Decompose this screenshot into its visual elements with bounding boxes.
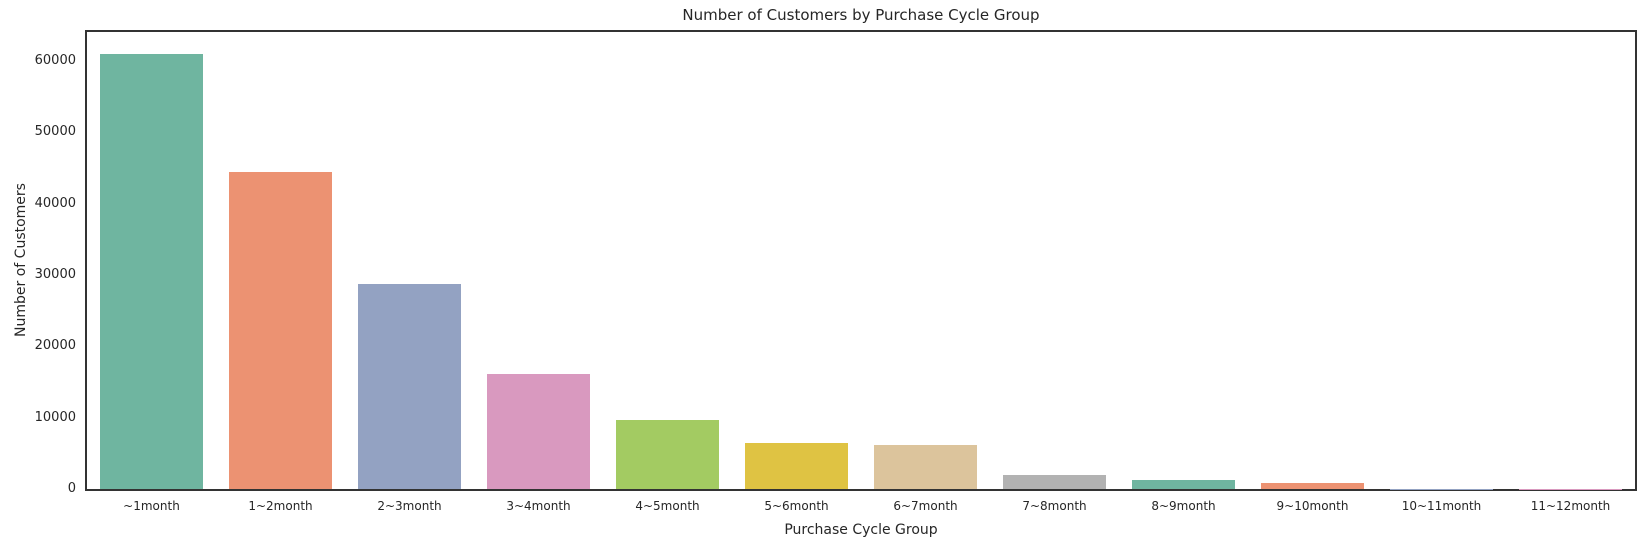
y-tick-label-60000: 60000 [34, 52, 76, 68]
chart-title: Number of Customers by Purchase Cycle Gr… [682, 6, 1040, 24]
x-tick-label-9~10month: 9~10month [1276, 499, 1349, 513]
y-tick-label-30000: 30000 [34, 266, 76, 282]
x-axis-label: Purchase Cycle Group [784, 522, 938, 538]
bar-2~3month [357, 284, 462, 489]
bar-3~4month [486, 374, 591, 489]
x-tick-label-3~4month: 3~4month [506, 499, 571, 513]
plot-area [85, 30, 1637, 491]
x-tick-label-~1month: ~1month [123, 499, 180, 513]
bar-~1month [99, 53, 204, 489]
x-tick-label-4~5month: 4~5month [635, 499, 700, 513]
x-tick-label-11~12month: 11~12month [1530, 499, 1611, 513]
y-tick-label-50000: 50000 [34, 124, 76, 140]
bar-6~7month [873, 444, 978, 489]
bar-1~2month [228, 171, 333, 489]
x-tick-label-5~6month: 5~6month [764, 499, 829, 513]
y-tick-label-20000: 20000 [34, 338, 76, 354]
x-tick-label-2~3month: 2~3month [377, 499, 442, 513]
bar-7~8month [1002, 475, 1107, 489]
y-tick-label-10000: 10000 [34, 409, 76, 425]
y-tick-label-40000: 40000 [34, 195, 76, 211]
y-tick-label-0: 0 [67, 481, 76, 496]
bar-9~10month [1260, 483, 1365, 489]
x-tick-label-6~7month: 6~7month [893, 499, 958, 513]
x-tick-label-8~9month: 8~9month [1151, 499, 1216, 513]
x-tick-label-7~8month: 7~8month [1022, 499, 1087, 513]
bar-5~6month [744, 442, 849, 489]
bar-4~5month [615, 419, 720, 489]
x-tick-label-10~11month: 10~11month [1401, 499, 1482, 513]
bar-8~9month [1131, 479, 1236, 489]
x-tick-label-1~2month: 1~2month [248, 499, 313, 513]
